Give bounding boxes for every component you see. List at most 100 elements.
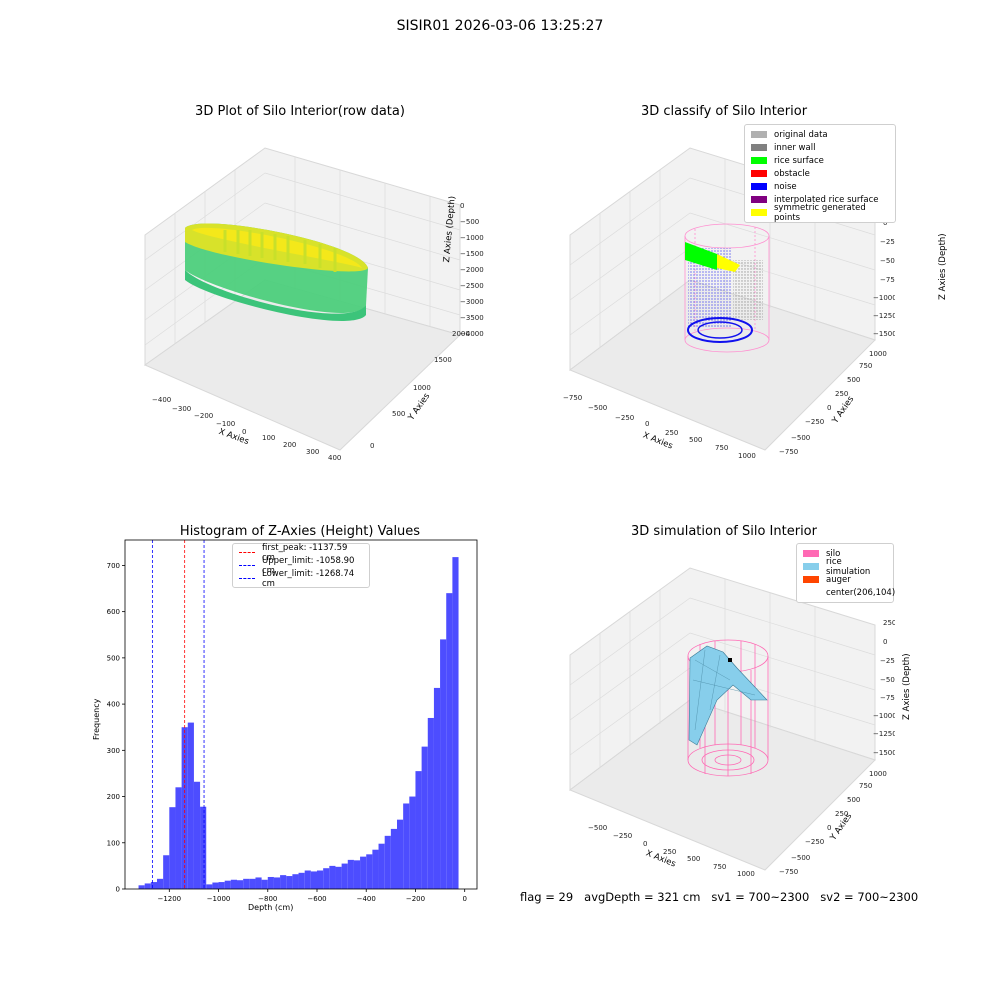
histogram-bar [298,872,305,889]
z-tick: −3000 [460,298,484,306]
y-tick: 0 [827,404,831,412]
histogram-bar [261,879,268,889]
classify-legend: original data inner wall rice surface ob… [744,124,896,223]
histogram-bar [403,803,410,889]
pane-floor [568,279,876,451]
histogram-bar [292,874,299,889]
x-tick: −500 [588,824,607,832]
x-tick: 500 [689,436,702,444]
y-tick: 250 [835,810,848,818]
y-tick: −500 [791,854,810,862]
avg-depth-value: avgDepth = 321 cm [584,890,701,904]
histogram-bar [230,879,237,889]
panel2-title: 3D classify of Silo Interior [640,104,808,119]
legend-line [239,552,255,553]
legend-swatch [751,131,767,138]
x-tick: 1000 [738,452,756,460]
z-tick: −1500 [873,330,895,338]
histogram-bar [341,863,348,889]
pane-floor [143,279,461,451]
z-tick: −2000 [460,266,484,274]
histogram-bar [273,877,281,889]
y-tick: 750 [859,362,872,370]
legend-swatch [751,196,767,203]
y-tick: −750 [779,868,798,876]
x-tick: 1000 [737,870,755,878]
legend-item: silo [803,547,887,560]
histogram-bar [378,843,385,889]
x-tick: 750 [715,444,728,452]
legend-item: rice surface [751,154,889,167]
z-tick: −1000 [460,234,484,242]
z-tick: −750 [880,276,895,284]
legend-item: rice simulation [803,557,887,577]
pane-floor [568,699,876,871]
z-tick: −1000 [873,294,895,302]
histogram-bar [372,849,379,889]
x-tick: −750 [563,394,582,402]
legend-swatch [803,589,819,596]
symmetric-points [717,254,740,272]
noise-ring [687,317,753,343]
x-tick-label: −200 [406,895,425,903]
z-tick: −500 [460,218,479,226]
x-tick-label: −1000 [207,895,231,903]
histogram-title: Histogram of Z-Axies (Height) Values [179,524,421,539]
figure-title: SISIR01 2026-03-06 13:25:27 [396,18,604,34]
histogram-bar [286,876,293,889]
x-tick: −100 [216,420,235,428]
rice-surface-points [685,242,717,270]
z-tick: −500 [880,257,895,265]
z-tick: 0 [460,202,464,210]
histogram-bar [433,687,441,889]
y-tick: 1000 [413,384,431,392]
x-tick: 400 [328,454,341,460]
status-footer: flag = 29 avgDepth = 321 cm sv1 = 700~23… [520,890,918,904]
histogram-bar [390,828,397,889]
x-tick: −250 [615,414,634,422]
y-tick: −750 [779,448,798,456]
y-tick-label: 100 [107,839,120,847]
histogram-bar [163,855,170,889]
histogram-bar [440,639,447,889]
y-tick: 500 [847,796,860,804]
histogram-bar [360,856,367,889]
y-tick-label: 500 [107,654,120,662]
histogram-bar [409,796,416,889]
raw-data-3d-plot: −400 −300 −200 −100 0 100 200 300 400 0 … [143,147,484,460]
z-axis-label: Z Axies (Depth) [902,653,912,720]
x-tick-label: −800 [258,895,277,903]
sv1-value: sv1 = 700~2300 [711,890,810,904]
y-tick: 1500 [434,356,452,364]
histogram-bar [366,854,373,889]
legend-swatch [751,144,767,151]
y-tick: 0 [827,824,831,832]
legend-swatch [751,170,767,177]
x-tick: 0 [242,428,246,436]
z-tick: −1500 [460,250,484,258]
histogram-bar [397,819,404,889]
x-tick: 0 [645,420,649,428]
z-tick: 0 [883,219,887,227]
legend-swatch [751,209,767,216]
histogram-chart: −1200 −1000 −800 −600 −400 −200 0 0 100 200 300 400… [107,539,478,903]
panel4-title: 3D simulation of Silo Interior [631,524,817,539]
panel1-title: 3D Plot of Silo Interior(row data) [195,104,405,119]
rice-simulation-surface [688,645,768,746]
original-data-points [733,260,763,320]
x-tick: 750 [713,863,726,871]
legend-item: Upper_limit: -1058.90 cm [239,556,363,576]
y-tick-label: 300 [107,747,120,755]
histogram-bar [335,866,342,889]
histogram-bar [280,875,287,889]
y-tick-label: 700 [107,562,120,570]
y-tick: 1000 [869,350,887,358]
y-axis-label: Frequency [92,698,101,740]
z-tick: −250 [880,238,895,246]
legend-swatch [803,550,819,557]
histogram-bar [323,868,330,889]
x-tick: −200 [194,412,213,420]
legend-swatch [751,157,767,164]
legend-swatch [803,576,819,583]
y-tick: 750 [859,782,872,790]
